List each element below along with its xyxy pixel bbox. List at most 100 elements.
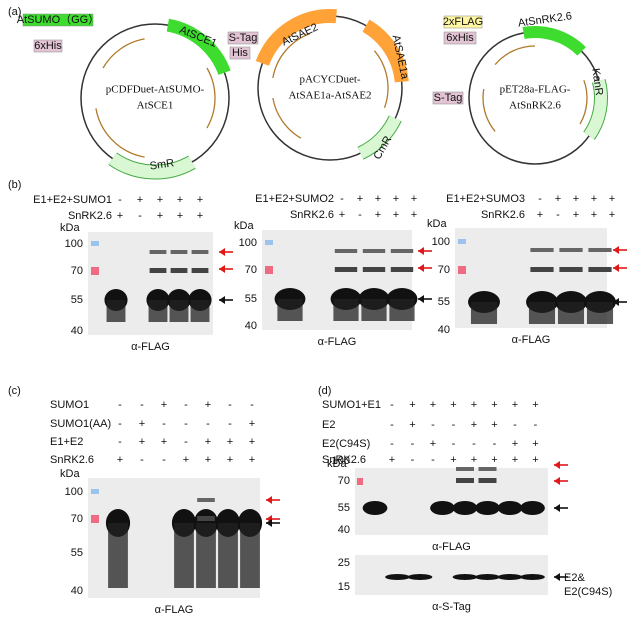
arrow-head xyxy=(266,496,272,504)
sign: + xyxy=(177,210,183,222)
sign: - xyxy=(228,418,232,430)
sign: + xyxy=(532,454,538,466)
arrow-head xyxy=(554,477,560,485)
sign: + xyxy=(450,454,456,466)
sign: - xyxy=(206,418,210,430)
band-label: E2(C94S) xyxy=(564,586,612,598)
sign: + xyxy=(591,193,597,205)
sign: + xyxy=(389,454,395,466)
sign: - xyxy=(390,419,394,431)
arrow-head xyxy=(613,246,619,254)
sign: - xyxy=(138,210,142,222)
band xyxy=(430,501,455,515)
band xyxy=(407,574,433,580)
band xyxy=(197,498,215,502)
band xyxy=(170,250,188,254)
band xyxy=(149,250,167,254)
sign: + xyxy=(411,193,417,205)
sign: + xyxy=(609,193,615,205)
sign: - xyxy=(411,438,415,450)
plasmid-inner-arc xyxy=(102,38,145,69)
marker-label: 70 xyxy=(245,264,257,276)
band xyxy=(452,501,478,515)
marker-label: 100 xyxy=(65,238,83,250)
marker-label: 55 xyxy=(338,502,350,514)
sign: - xyxy=(184,418,188,430)
marker-label: 40 xyxy=(71,325,83,337)
band xyxy=(334,267,358,272)
plasmid-inner-arc xyxy=(95,108,145,158)
arrow-head xyxy=(219,248,225,256)
sign: - xyxy=(162,454,166,466)
band xyxy=(456,467,474,471)
sign: - xyxy=(538,193,542,205)
sign: + xyxy=(227,454,233,466)
sign: + xyxy=(205,399,211,411)
band-label: E2& xyxy=(564,572,585,584)
plasmid-inner-arc xyxy=(494,45,536,65)
smear xyxy=(106,300,126,322)
condition-label: E2(C94S) xyxy=(322,438,370,450)
feature-arc xyxy=(362,19,409,83)
band xyxy=(334,249,358,253)
feature-label: 6xHis xyxy=(34,40,62,52)
smear xyxy=(108,523,128,588)
arrow-head xyxy=(418,247,424,255)
plasmid-inner-arc xyxy=(272,97,302,139)
condition-label: SnRK2.6 xyxy=(68,210,112,222)
sign: + xyxy=(512,454,518,466)
condition-label: E1+E2+SUMO2 xyxy=(255,193,334,205)
feature-box xyxy=(33,39,63,53)
feature-label: S-Tag xyxy=(434,92,463,104)
sign: + xyxy=(573,193,579,205)
sign: - xyxy=(184,399,188,411)
sign: + xyxy=(117,210,123,222)
feature-arc xyxy=(584,79,607,140)
band xyxy=(390,249,414,253)
feature-arc xyxy=(357,115,401,159)
sign: - xyxy=(228,399,232,411)
ladder-band xyxy=(91,515,99,523)
smear xyxy=(196,523,216,588)
condition-label: SUMO1(AA) xyxy=(50,418,111,430)
band xyxy=(452,574,478,580)
marker-label: 70 xyxy=(438,264,450,276)
sign: + xyxy=(450,399,456,411)
sign: + xyxy=(249,454,255,466)
sign: + xyxy=(609,209,615,221)
panel-label: (c) xyxy=(8,385,21,397)
marker-label: 40 xyxy=(438,324,450,336)
smear xyxy=(361,299,387,321)
smear xyxy=(389,299,415,321)
arrow-head xyxy=(219,296,225,304)
band xyxy=(559,267,583,272)
feature-label: AtSUMO（GG） xyxy=(17,13,100,26)
sign: + xyxy=(471,399,477,411)
sign: - xyxy=(162,418,166,430)
sign: + xyxy=(591,209,597,221)
sign: + xyxy=(137,194,143,206)
marker-label: 40 xyxy=(338,524,350,536)
arrow-head xyxy=(554,573,560,581)
sign: + xyxy=(139,436,145,448)
band xyxy=(497,501,523,515)
sign: - xyxy=(184,436,188,448)
sign: - xyxy=(340,193,344,205)
sign: + xyxy=(537,209,543,221)
feature-arc xyxy=(166,18,231,76)
antibody-label: α-S-Tag xyxy=(432,601,471,613)
condition-label: SUMO1+E1 xyxy=(322,399,381,411)
sign: + xyxy=(430,438,436,450)
marker-label: 40 xyxy=(245,320,257,332)
smear xyxy=(190,300,210,322)
marker-label: 55 xyxy=(438,296,450,308)
plasmid-inner-arc xyxy=(482,88,496,132)
band xyxy=(191,268,209,273)
plasmid-name: AtSAE1a-AtSAE2 xyxy=(288,90,371,102)
sign: - xyxy=(472,438,476,450)
sign: - xyxy=(118,194,122,206)
feature-label: S-Tag xyxy=(229,32,258,44)
band xyxy=(475,574,500,580)
sign: + xyxy=(411,209,417,221)
condition-label: SnRK2.6 xyxy=(322,454,366,466)
